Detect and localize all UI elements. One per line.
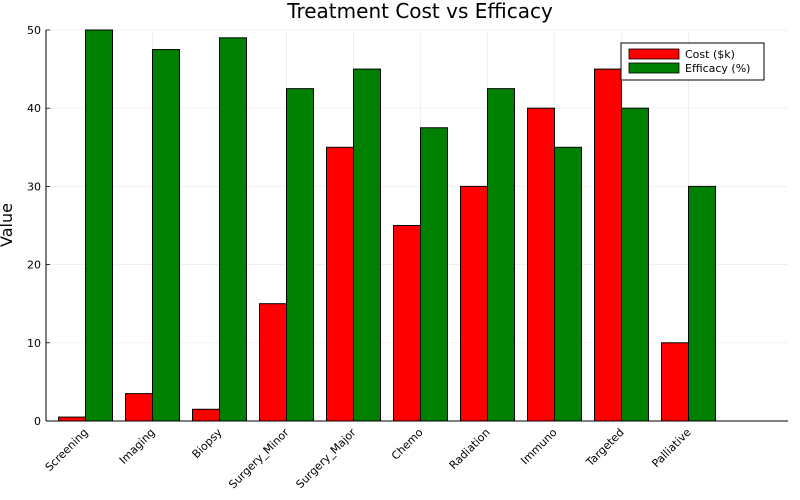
bars <box>58 29 716 422</box>
bar-cost-radiation <box>460 185 488 422</box>
bar-cost-surgery-major <box>326 146 354 422</box>
bar-efficacy-imaging <box>152 49 180 422</box>
x-tick-label: Radiation <box>447 426 493 472</box>
bar-efficacy-biopsy <box>219 37 247 422</box>
bar-cost-immuno <box>527 107 555 422</box>
bar-efficacy-surgery-minor <box>286 88 314 422</box>
axes <box>45 29 788 422</box>
x-tick-label: Biopsy <box>190 426 225 461</box>
bar-cost-biopsy <box>192 408 220 422</box>
legend-swatch-efficacy <box>628 62 680 74</box>
bar-cost-palliative <box>661 342 689 422</box>
legend-label-cost: Cost ($k) <box>685 48 735 61</box>
bar-efficacy-immuno <box>554 146 582 422</box>
x-tick-label: Targeted <box>583 426 627 470</box>
y-tick-label: 20 <box>27 259 41 272</box>
y-tick-label: 0 <box>34 415 41 428</box>
bar-cost-imaging <box>125 393 153 422</box>
y-tick-label: 50 <box>27 24 41 37</box>
legend-label-efficacy: Efficacy (%) <box>685 62 750 75</box>
y-tick-label: 10 <box>27 337 41 350</box>
x-tick-label: Surgery_Minor <box>226 426 292 492</box>
x-tick-label: Chemo <box>389 426 426 463</box>
bar-cost-screening <box>58 416 86 422</box>
y-axis-title: Value <box>0 203 16 247</box>
bar-efficacy-chemo <box>420 127 448 422</box>
legend-swatch-cost <box>628 48 680 60</box>
x-tick-label: Surgery_Major <box>293 426 358 491</box>
legend: Cost ($k)Efficacy (%) <box>620 42 765 81</box>
x-tick-label: Screening <box>43 426 91 474</box>
bar-cost-chemo <box>393 225 421 422</box>
bar-efficacy-palliative <box>688 185 716 422</box>
x-tick-label: Immuno <box>518 426 559 467</box>
x-tick-label: Imaging <box>117 426 158 467</box>
y-tick-label: 30 <box>27 180 41 193</box>
bar-efficacy-radiation <box>487 88 515 422</box>
x-tick-label: Palliative <box>649 426 693 470</box>
y-tick-label: 40 <box>27 102 41 115</box>
bar-cost-targeted <box>594 68 622 422</box>
bar-efficacy-targeted <box>621 107 649 422</box>
bar-cost-surgery-minor <box>259 303 287 422</box>
chart-title: Treatment Cost vs Efficacy <box>286 0 553 23</box>
bar-efficacy-screening <box>85 29 113 422</box>
bar-efficacy-surgery-major <box>353 68 381 422</box>
